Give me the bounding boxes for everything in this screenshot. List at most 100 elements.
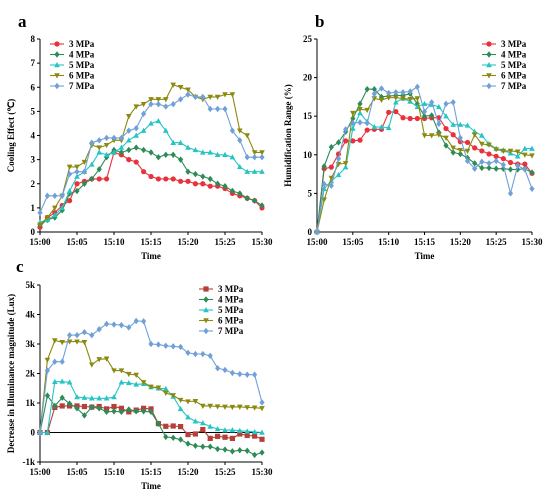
data-point xyxy=(148,384,154,390)
data-point xyxy=(111,394,117,400)
data-point xyxy=(192,170,198,178)
x-tick-label: 15:05 xyxy=(67,467,88,477)
x-tick-label: 15:25 xyxy=(215,467,236,477)
data-point xyxy=(443,125,449,132)
data-point xyxy=(421,113,428,120)
data-point xyxy=(170,139,176,145)
data-point xyxy=(178,96,184,103)
data-point xyxy=(514,153,521,159)
series-line xyxy=(39,120,262,223)
data-point xyxy=(229,369,235,377)
data-point xyxy=(200,181,206,187)
legend-label: 4 MPa xyxy=(501,50,527,60)
data-point xyxy=(178,343,184,351)
data-point xyxy=(507,148,514,154)
data-point xyxy=(163,176,169,182)
data-point xyxy=(486,160,492,167)
data-point xyxy=(443,135,449,141)
x-tick-label: 15:30 xyxy=(252,237,273,247)
legend-item: 6 MPa xyxy=(50,71,95,81)
data-point xyxy=(472,160,478,167)
data-point xyxy=(37,209,43,216)
data-point xyxy=(74,339,80,345)
data-point xyxy=(81,403,87,410)
data-point xyxy=(222,151,228,157)
data-point xyxy=(259,154,265,161)
data-point xyxy=(343,138,349,144)
data-point xyxy=(450,121,456,127)
data-point xyxy=(59,204,65,211)
data-point xyxy=(215,445,221,453)
data-point xyxy=(450,145,456,151)
data-point xyxy=(133,144,139,151)
data-point xyxy=(252,371,258,378)
data-point xyxy=(207,352,213,359)
data-point xyxy=(155,154,161,161)
data-point xyxy=(244,195,250,202)
data-point xyxy=(457,134,463,142)
data-point xyxy=(74,405,80,412)
legend-label: 3 MPa xyxy=(501,39,527,49)
data-point xyxy=(328,175,335,181)
panel-c: c -1k 0 1k 2k 3k 4k 5k 15:00 15:05 15:10 15:15 15:20… xyxy=(6,257,273,491)
legend-label: 7 MPa xyxy=(218,326,244,336)
x-axis-title: Time xyxy=(141,251,161,261)
data-point xyxy=(126,137,132,143)
data-point xyxy=(479,158,485,165)
data-point xyxy=(118,408,124,416)
x-tick-label: 15:25 xyxy=(215,237,236,247)
data-point xyxy=(335,155,342,162)
data-point xyxy=(207,105,213,113)
legend-item: 4 MPa xyxy=(482,50,527,60)
data-point xyxy=(393,99,399,105)
data-point xyxy=(222,182,228,190)
data-point xyxy=(237,128,243,134)
data-point xyxy=(141,110,147,117)
data-point xyxy=(89,362,95,368)
data-point xyxy=(52,338,58,344)
data-point xyxy=(400,96,406,102)
data-point xyxy=(259,168,265,174)
data-point xyxy=(89,395,95,401)
data-point xyxy=(81,340,88,346)
data-point xyxy=(96,137,102,144)
legend-label: 5 MPa xyxy=(218,305,244,315)
data-point xyxy=(335,171,342,178)
x-tick-label: 15:25 xyxy=(486,237,507,247)
data-point xyxy=(229,127,235,134)
data-point xyxy=(126,371,132,378)
data-point xyxy=(140,101,147,108)
data-point xyxy=(81,412,87,419)
data-point xyxy=(222,434,228,440)
data-point xyxy=(421,133,428,139)
data-point xyxy=(385,95,392,101)
y-tick-label: 5 xyxy=(31,106,36,116)
x-tick-label: 15:10 xyxy=(104,237,125,247)
data-point xyxy=(207,423,213,429)
data-point xyxy=(44,215,51,221)
data-point xyxy=(118,149,124,156)
legend-item: 3 MPa xyxy=(50,39,95,49)
data-point xyxy=(133,408,139,415)
series-5-mpa xyxy=(37,118,265,225)
series-line xyxy=(39,320,263,433)
y-tick-label: 8 xyxy=(31,34,36,44)
y-tick-label: 1k xyxy=(25,398,35,408)
data-point xyxy=(222,366,228,374)
data-point xyxy=(200,443,206,450)
data-point xyxy=(37,222,43,228)
legend-label: 7 MPa xyxy=(501,81,527,91)
legend-marker xyxy=(54,41,60,47)
data-point xyxy=(126,157,132,163)
data-point xyxy=(148,100,154,108)
data-point xyxy=(96,405,102,412)
data-point xyxy=(185,178,191,184)
data-point xyxy=(141,146,147,154)
x-tick-label: 15:00 xyxy=(307,237,328,247)
data-point xyxy=(103,395,110,401)
data-point xyxy=(111,403,117,410)
data-point xyxy=(155,176,161,182)
data-point xyxy=(207,94,213,100)
data-point xyxy=(177,397,184,404)
